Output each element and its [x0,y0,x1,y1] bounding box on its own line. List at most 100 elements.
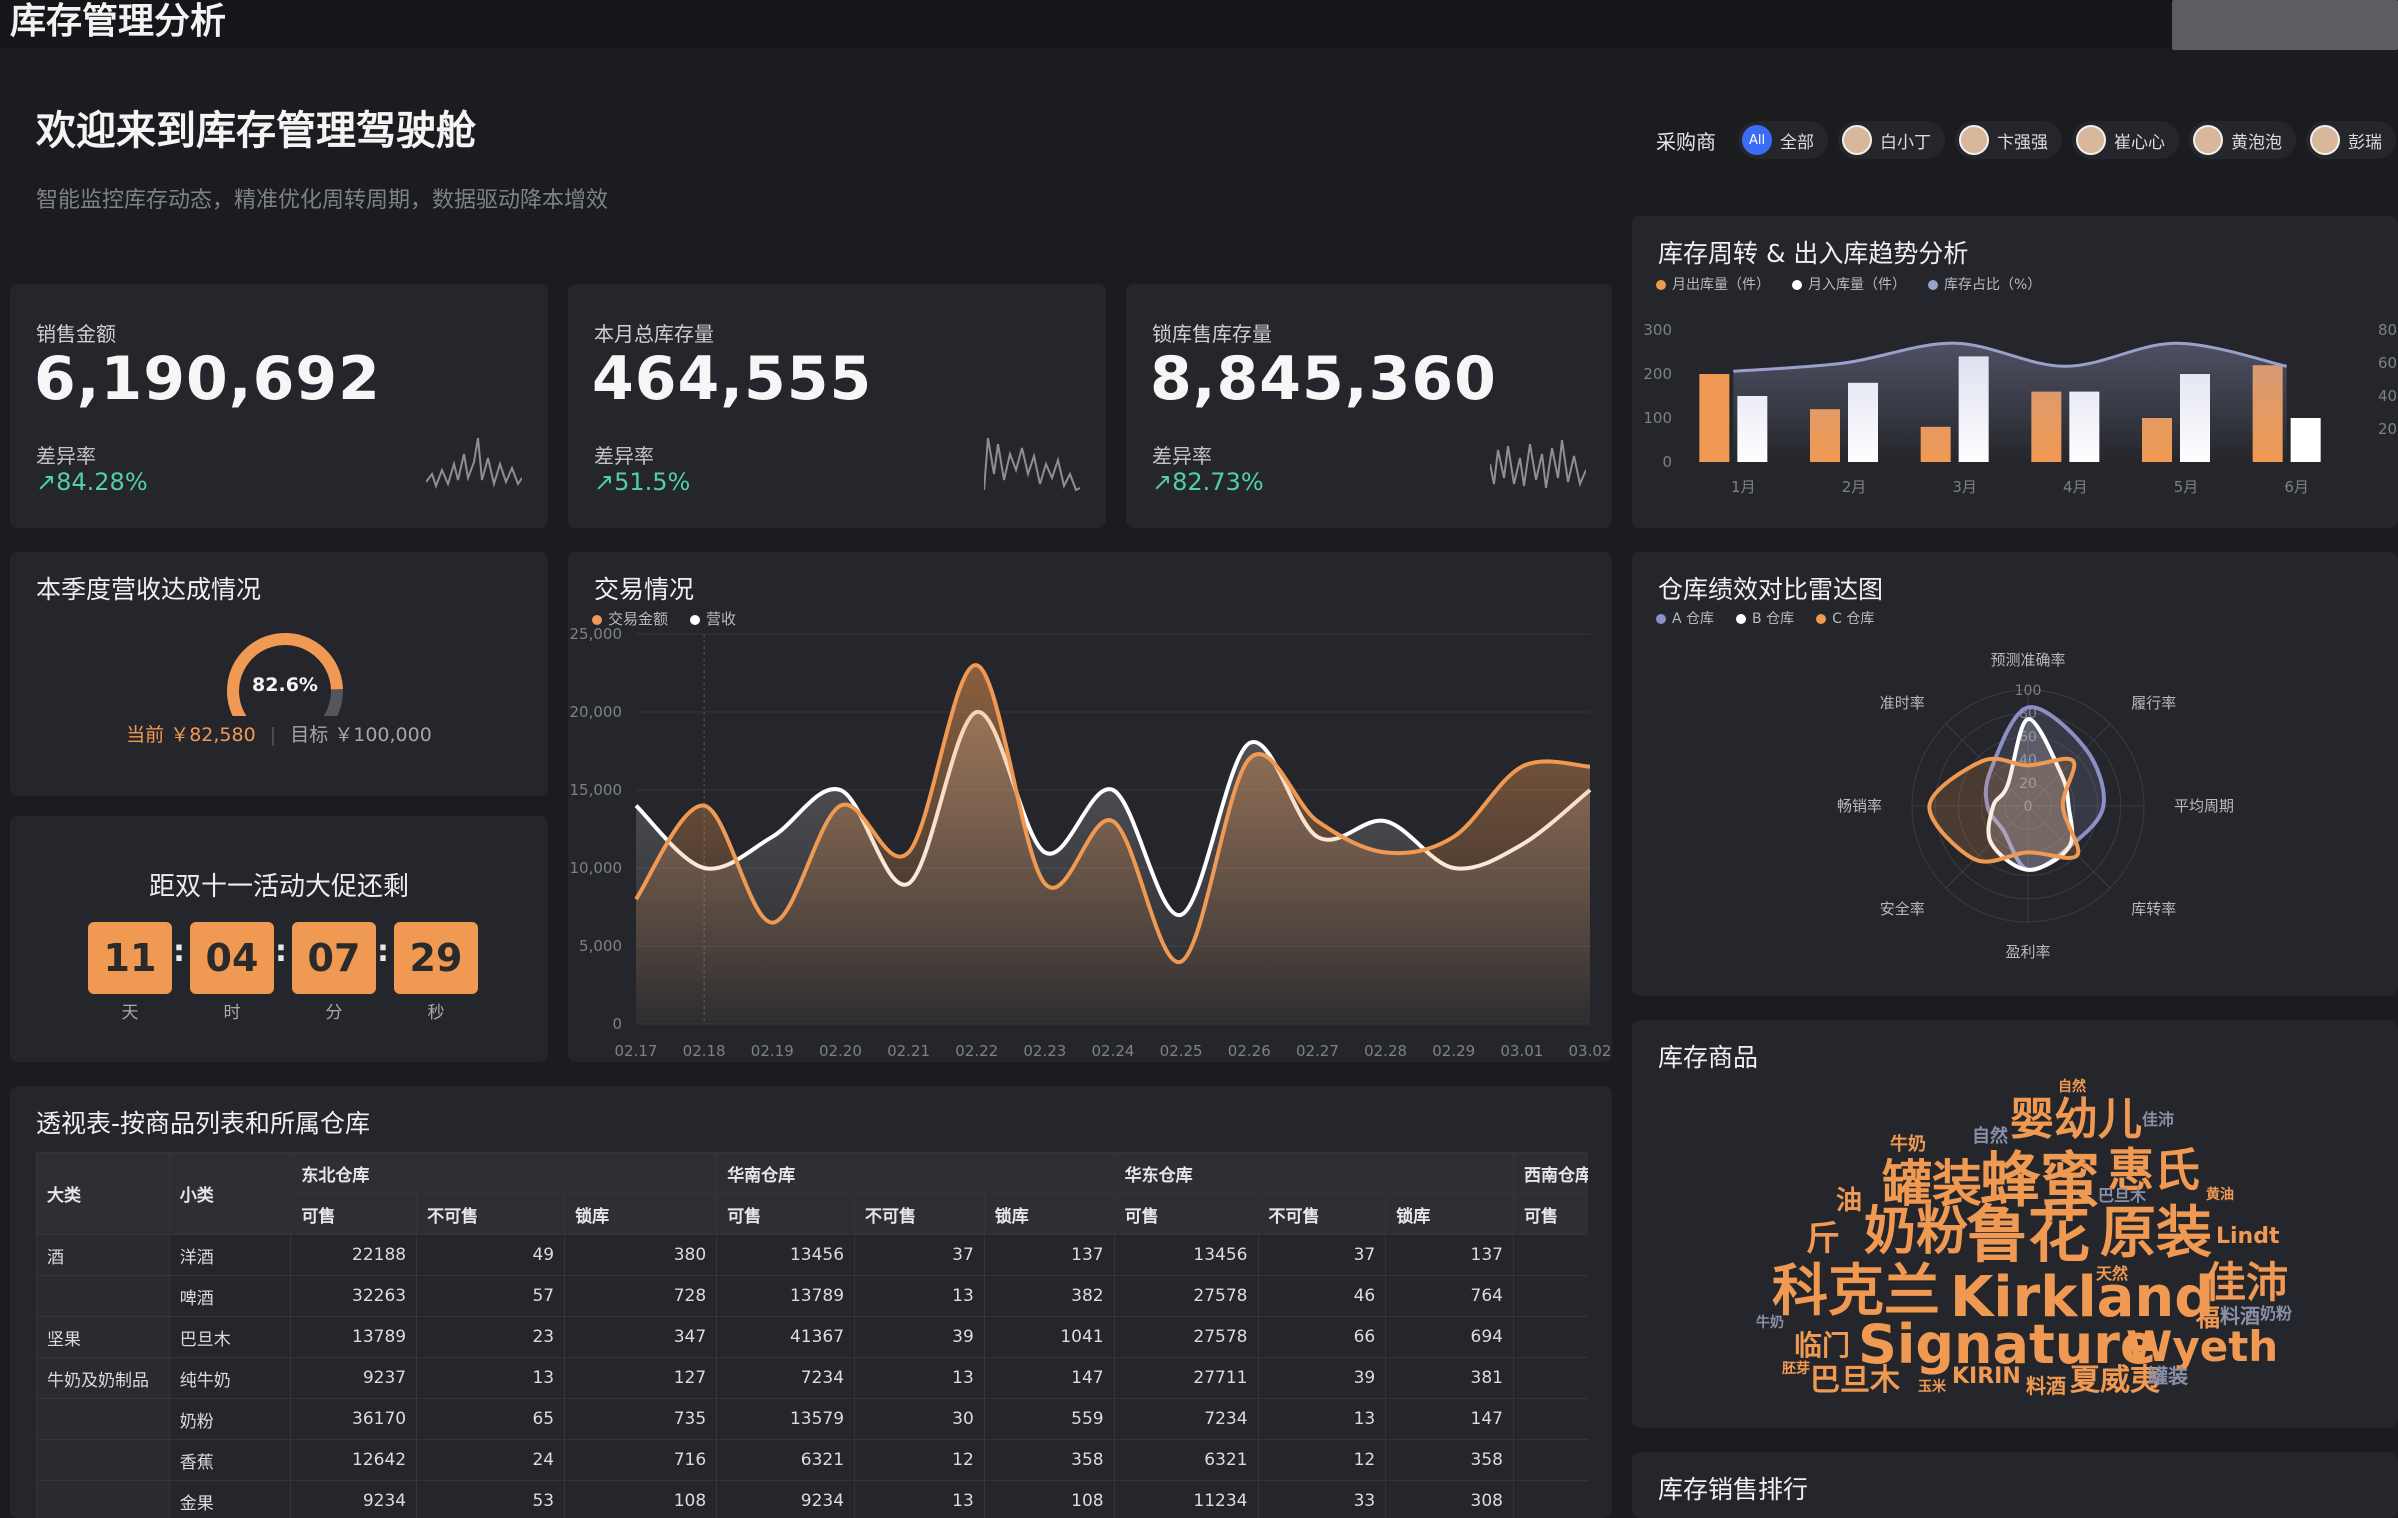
kpi-delta-label: 差异率 [594,444,654,468]
wordcloud-word[interactable]: 佳沛 [2204,1258,2289,1307]
pivot-cell-value: 108 [564,1480,718,1518]
pivot-cell-value: 127 [564,1357,718,1399]
pivot-header-metric[interactable]: 不可售 [416,1193,566,1235]
y-tick-label: 10,000 [570,859,623,877]
buyer-chip[interactable]: 彭瑞 [2306,121,2396,159]
pivot-cell-value: 764 [1385,1275,1514,1317]
pivot-header-metric[interactable]: 可售 [1512,1193,1588,1235]
wordcloud-word[interactable]: 鲁花 [1966,1198,2091,1271]
table-row[interactable]: 酒洋酒22188493801345637137134563713713456 [36,1234,1588,1276]
buyer-chip[interactable]: 白小丁 [1838,121,1945,159]
wordcloud-word[interactable]: 罐装 [1882,1155,1982,1213]
top-right-button[interactable] [2172,0,2398,50]
wordcloud-word[interactable]: KIRIN [1952,1364,2021,1389]
x-tick-label: 1月 [1731,478,1756,496]
table-row[interactable]: 牛奶及奶制品纯牛奶9237131277234131472771139381923… [36,1357,1588,1399]
radar-spoke [1945,805,2029,889]
pivot-header-metric[interactable]: 可售 [1113,1193,1259,1235]
wordcloud-word[interactable]: 牛奶 [1890,1134,1926,1155]
pivot-cell-value: 108 [983,1480,1115,1518]
radar-axis-label: 准时率 [1880,694,1925,712]
wordcloud-word[interactable]: 巴旦木 [2098,1186,2147,1205]
buyer-chip[interactable]: 黄泡泡 [2189,121,2296,159]
wordcloud-word[interactable]: 原装 [2100,1201,2212,1266]
wordcloud-word[interactable]: 黄油 [2206,1187,2234,1203]
buyer-chip[interactable]: 卞强强 [1955,121,2062,159]
pivot-table-wrap[interactable]: 大类 小类 东北仓库 华南仓库 华东仓库 西南仓库 可售 不可售 锁库 可售 不… [36,1152,1588,1518]
legend-item[interactable]: 交易金额 [592,608,668,629]
wordcloud-word[interactable]: 料酒 [2220,1304,2260,1328]
legend-item[interactable]: 月入库量（件） [1792,274,1906,294]
wordcloud-word[interactable]: 油 [1836,1186,1863,1216]
wordcloud-word[interactable]: Wyeth [2126,1322,2279,1371]
wordcloud-word[interactable]: Kirkland [1950,1265,2215,1330]
pivot-header-category[interactable]: 大类 [36,1152,170,1235]
pivot-cell-value: 37 [854,1234,985,1276]
wordcloud-word[interactable]: 蜂蜜 [1980,1146,2100,1216]
series-area [1733,343,2287,462]
wordcloud-word[interactable]: Lindt [2216,1224,2280,1249]
wordcloud-word[interactable]: 科克兰 [1772,1259,1940,1324]
pivot-header-metric[interactable]: 不可售 [1257,1193,1387,1235]
pivot-header-metric[interactable]: 锁库 [983,1193,1115,1235]
wordcloud-word[interactable]: Signature [1858,1313,2157,1376]
pivot-cell-subcategory: 香蕉 [168,1439,292,1481]
table-row[interactable]: 奶粉3617065735135793055972341314714467 [36,1398,1588,1440]
pivot-cell-value: 358 [983,1439,1115,1481]
pivot-cell-value: 49 [416,1234,566,1276]
legend-item[interactable]: A 仓库 [1656,608,1714,628]
wordcloud-word[interactable]: 巴旦木 [1810,1363,1900,1398]
y-tick-label: 25,000 [570,625,623,643]
wordcloud-word[interactable]: 奶粉 [2260,1304,2293,1323]
wordcloud-word[interactable]: 临门 [1794,1329,1851,1362]
legend-item[interactable]: C 仓库 [1816,608,1874,628]
table-row[interactable]: 香蕉12642247166321123586321123586321 [36,1439,1588,1481]
table-row[interactable]: 金果923453108923413108112343330820468 [36,1480,1588,1518]
wordcloud-word[interactable]: 料酒 [2026,1374,2066,1398]
avatar [2193,125,2223,155]
wordcloud-word[interactable]: 斤 [1806,1219,1840,1259]
pivot-header-warehouse[interactable]: 西南仓库 [1512,1152,1588,1194]
pivot-header-warehouse[interactable]: 华南仓库 [716,1152,1115,1194]
pivot-header-metric[interactable]: 锁库 [1385,1193,1514,1235]
pivot-cell-value: 39 [1257,1357,1387,1399]
radar-axis-label: 库转率 [2131,900,2176,918]
wordcloud-word[interactable]: 婴幼儿 [2010,1094,2142,1145]
wordcloud-word[interactable]: 天然 [2096,1264,2129,1283]
pivot-cell-category [36,1398,170,1440]
wordcloud-word[interactable]: 自然 [2058,1079,2086,1095]
legend-item[interactable]: B 仓库 [1736,608,1794,628]
wordcloud-word[interactable]: 胚芽 [1782,1361,1810,1377]
countdown-unit: 天 [121,1003,139,1023]
pivot-cell-category: 酒 [36,1234,170,1276]
buyer-chip-all[interactable]: All 全部 [1738,121,1828,159]
table-row[interactable]: 坚果巴旦木13789233474136739104127578666941378… [36,1316,1588,1358]
pivot-cell-value: 27578 [1113,1316,1259,1358]
pivot-header-metric[interactable]: 不可售 [854,1193,985,1235]
pivot-header-metric[interactable]: 可售 [716,1193,856,1235]
wordcloud-word[interactable]: 惠氏 [2108,1143,2200,1197]
wordcloud-word[interactable]: 牛奶 [1756,1315,1784,1331]
legend-item[interactable]: 营收 [690,608,736,629]
legend-item[interactable]: 月出库量（件） [1656,274,1770,294]
wordcloud-word[interactable]: 佳沛 [2142,1110,2175,1129]
table-row[interactable]: 啤酒32263577281378913382275784676413789 [36,1275,1588,1317]
pivot-header-metric[interactable]: 锁库 [564,1193,718,1235]
pivot-header-warehouse[interactable]: 华东仓库 [1113,1152,1514,1194]
wordcloud-word[interactable]: 奶粉 [1864,1202,1969,1262]
wordcloud-word[interactable]: 夏威夷 [2070,1363,2160,1398]
pivot-header-subcategory[interactable]: 小类 [168,1152,292,1235]
pivot-cell-value: 559 [983,1398,1115,1440]
avatar [1842,125,1872,155]
legend-item[interactable]: 库存占比（%） [1928,274,2041,294]
pivot-header-metric[interactable]: 可售 [290,1193,418,1235]
chart-legend: 月出库量（件） 月入库量（件） 库存占比（%） [1656,274,2041,294]
wordcloud-word[interactable]: 玉米 [1918,1379,1946,1395]
wordcloud-word[interactable]: 福 [2196,1304,2220,1332]
buyer-chip[interactable]: 崔心心 [2072,121,2179,159]
pivot-header-warehouse[interactable]: 东北仓库 [290,1152,718,1194]
wordcloud-word[interactable]: 罐装 [2148,1364,2188,1388]
wordcloud-word[interactable]: 自然 [1972,1126,2008,1147]
x-tick-label: 03.01 [1500,1042,1543,1060]
